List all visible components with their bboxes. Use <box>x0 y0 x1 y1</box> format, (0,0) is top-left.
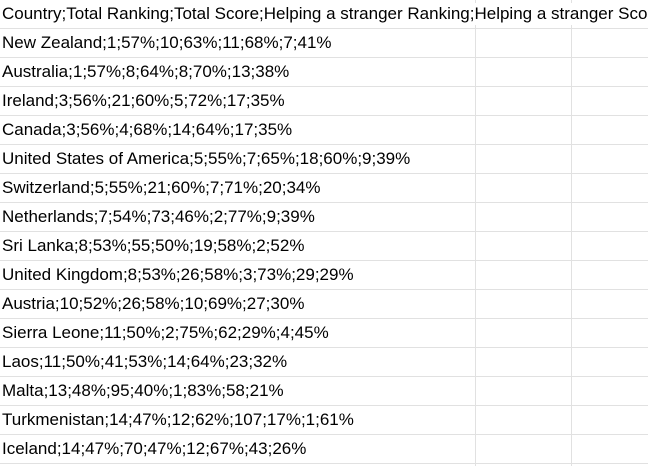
spreadsheet-row[interactable]: Netherlands;7;54%;73;46%;2;77%;9;39% <box>0 203 648 232</box>
spreadsheet-row[interactable]: Austria;10;52%;26;58%;10;69%;27;30% <box>0 290 648 319</box>
cell-a4[interactable]: Ireland;3;56%;21;60%;5;72%;17;35% <box>2 90 286 112</box>
cell-a3[interactable]: Australia;1;57%;8;64%;8;70%;13;38% <box>2 61 291 83</box>
spreadsheet-row[interactable]: Iceland;14;47%;70;47%;12;67%;43;26% <box>0 435 648 464</box>
column-divider <box>475 0 476 466</box>
column-divider <box>571 0 572 466</box>
spreadsheet-row[interactable]: Sri Lanka;8;53%;55;50%;19;58%;2;52% <box>0 232 648 261</box>
cell-a12[interactable]: Sierra Leone;11;50%;2;75%;62;29%;4;45% <box>2 322 330 344</box>
cell-a14[interactable]: Malta;13;48%;95;40%;1;83%;58;21% <box>2 380 285 402</box>
spreadsheet-row[interactable]: United Kingdom;8;53%;26;58%;3;73%;29;29% <box>0 261 648 290</box>
cell-a2[interactable]: New Zealand;1;57%;10;63%;11;68%;7;41% <box>2 32 333 54</box>
cell-a5[interactable]: Canada;3;56%;4;68%;14;64%;17;35% <box>2 119 294 141</box>
cell-a16[interactable]: Iceland;14;47%;70;47%;12;67%;43;26% <box>2 438 308 460</box>
spreadsheet-row-header[interactable]: Country;Total Ranking;Total Score;Helpin… <box>0 0 648 29</box>
spreadsheet-row[interactable]: Canada;3;56%;4;68%;14;64%;17;35% <box>0 116 648 145</box>
cell-a7[interactable]: Switzerland;5;55%;21;60%;7;71%;20;34% <box>2 177 322 199</box>
spreadsheet-row[interactable]: New Zealand;1;57%;10;63%;11;68%;7;41% <box>0 29 648 58</box>
spreadsheet-row[interactable]: United States of America;5;55%;7;65%;18;… <box>0 145 648 174</box>
cell-a10[interactable]: United Kingdom;8;53%;26;58%;3;73%;29;29% <box>2 264 355 286</box>
spreadsheet-row[interactable]: Turkmenistan;14;47%;12;62%;107;17%;1;61% <box>0 406 648 435</box>
cell-a13[interactable]: Laos;11;50%;41;53%;14;64%;23;32% <box>2 351 289 373</box>
cell-a6[interactable]: United States of America;5;55%;7;65%;18;… <box>2 148 412 170</box>
cell-a11[interactable]: Austria;10;52%;26;58%;10;69%;27;30% <box>2 293 306 315</box>
spreadsheet-row[interactable]: Laos;11;50%;41;53%;14;64%;23;32% <box>0 348 648 377</box>
spreadsheet-row[interactable]: Ireland;3;56%;21;60%;5;72%;17;35% <box>0 87 648 116</box>
cell-a1[interactable]: Country;Total Ranking;Total Score;Helpin… <box>2 3 648 25</box>
spreadsheet-row[interactable]: Sierra Leone;11;50%;2;75%;62;29%;4;45% <box>0 319 648 348</box>
spreadsheet-row[interactable]: Malta;13;48%;95;40%;1;83%;58;21% <box>0 377 648 406</box>
cell-a8[interactable]: Netherlands;7;54%;73;46%;2;77%;9;39% <box>2 206 316 228</box>
spreadsheet-row[interactable]: Switzerland;5;55%;21;60%;7;71%;20;34% <box>0 174 648 203</box>
cell-a9[interactable]: Sri Lanka;8;53%;55;50%;19;58%;2;52% <box>2 235 306 257</box>
spreadsheet-row[interactable]: Australia;1;57%;8;64%;8;70%;13;38% <box>0 58 648 87</box>
cell-a15[interactable]: Turkmenistan;14;47%;12;62%;107;17%;1;61% <box>2 409 355 431</box>
